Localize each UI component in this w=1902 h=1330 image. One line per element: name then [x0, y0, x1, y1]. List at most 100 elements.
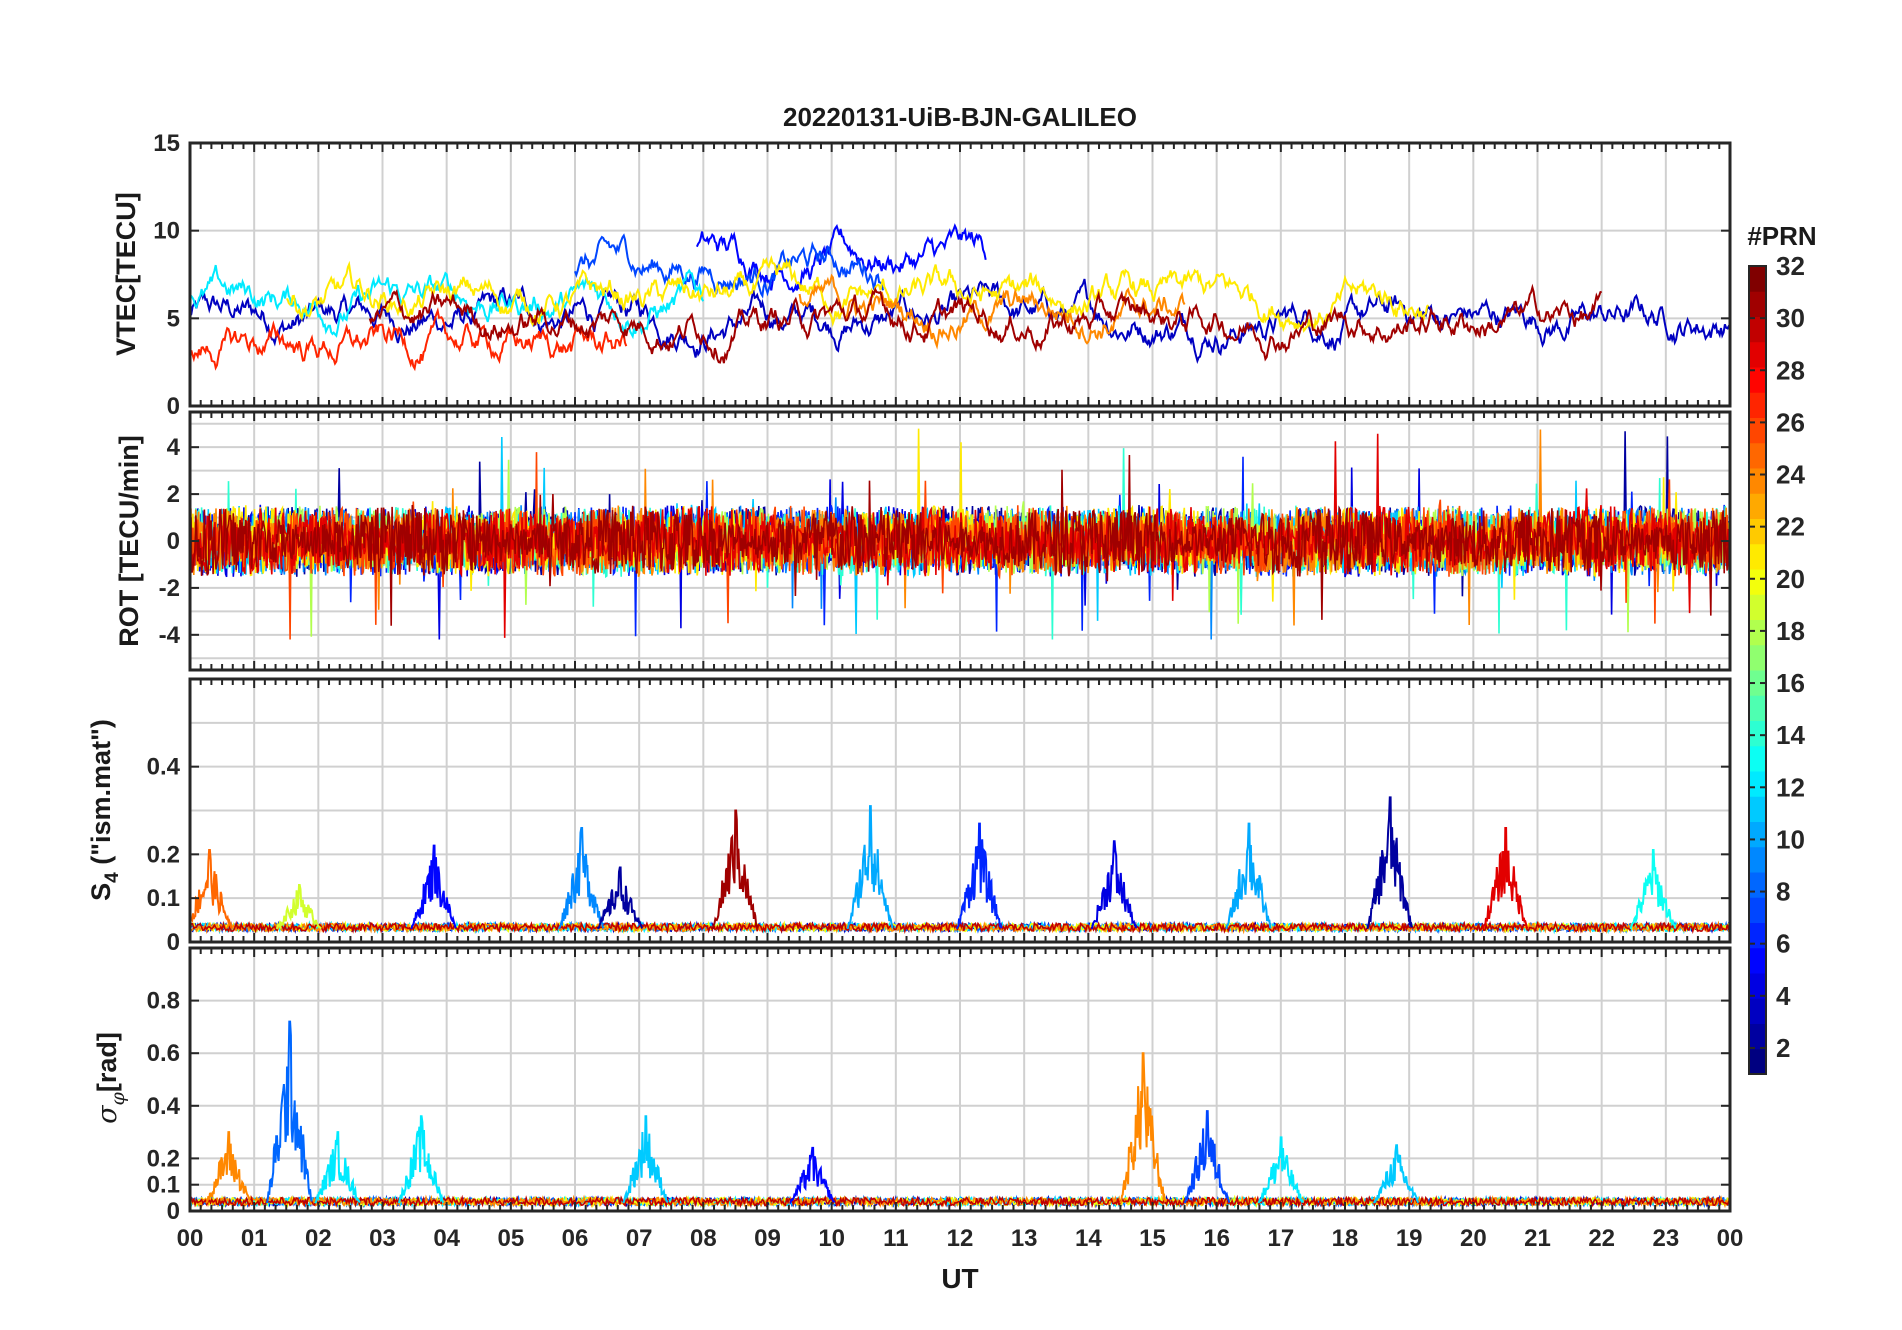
- colorbar-segment: [1749, 291, 1766, 317]
- x-tick-label: 10: [818, 1225, 845, 1252]
- colorbar-tick-label: 10: [1776, 824, 1805, 854]
- y-tick-label: 0: [167, 528, 180, 555]
- y-tick-label: 10: [153, 218, 180, 245]
- y-tick-label: 15: [153, 130, 180, 157]
- sigma_phi-burst-prn-11: [1372, 1144, 1420, 1204]
- colorbar-segment: [1749, 266, 1766, 292]
- sigma-phi-panel: 00.10.2 0.4 0.6 0.8: [147, 946, 1732, 1225]
- s4-burst-prn-2: [596, 866, 644, 930]
- y-tick-label: 0.1: [147, 885, 180, 912]
- colorbar-segment: [1749, 796, 1766, 822]
- colorbar-segment: [1749, 846, 1766, 873]
- colorbar-segment: [1749, 670, 1766, 696]
- colorbar-segment: [1749, 872, 1766, 898]
- vtec-series-prn-7: [574, 233, 884, 299]
- x-tick-label: 12: [947, 1225, 974, 1252]
- s4-baseline-prn-30: [190, 920, 1730, 935]
- x-tick-label: 14: [1075, 1225, 1102, 1252]
- x-tick-label: 16: [1203, 1225, 1230, 1252]
- sigma-phi-ylabel: σφ[rad]: [92, 1032, 129, 1124]
- colorbar-segment: [1749, 998, 1766, 1024]
- colorbar-segment: [1749, 367, 1766, 393]
- vtec-series-prn-21: [286, 255, 1430, 333]
- colorbar-tick-label: 30: [1776, 303, 1805, 333]
- vtec-ylabel: VTEC[TECU]: [111, 192, 141, 356]
- colorbar-segment: [1749, 695, 1766, 721]
- y-tick-label: 2: [167, 481, 180, 508]
- colorbar-segment: [1749, 821, 1766, 848]
- y-tick-label: 0: [167, 393, 180, 420]
- rot-series-prn-31: [190, 454, 1730, 626]
- colorbar-segment: [1749, 745, 1766, 772]
- y-tick-label: 0.2: [147, 1145, 180, 1172]
- colorbar-segment: [1749, 392, 1766, 418]
- s4-burst-prn-19: [275, 884, 322, 930]
- s4-burst-prn-25: [190, 849, 233, 929]
- colorbar-tick-label: 14: [1776, 720, 1805, 750]
- x-tick-label: 23: [1652, 1225, 1679, 1252]
- x-tick-label: 07: [626, 1225, 653, 1252]
- y-tick-label: 0.2: [147, 841, 180, 868]
- x-tick-label: 18: [1332, 1225, 1359, 1252]
- vtec-series-prn-27: [190, 307, 628, 372]
- colorbar-segment: [1749, 644, 1766, 671]
- s4-burst-prn-10: [846, 805, 894, 930]
- x-tick-label: 05: [497, 1225, 524, 1252]
- colorbar-segment: [1749, 720, 1766, 747]
- sigma_phi-burst-prn-7: [1183, 1110, 1231, 1204]
- colorbar-tick-label: 32: [1776, 251, 1805, 281]
- sigma_phi-burst-prn-24: [205, 1131, 252, 1204]
- y-tick-label: -2: [159, 575, 180, 602]
- colorbar-segment: [1749, 569, 1766, 595]
- sigma_phi-burst-prn-24: [1119, 1052, 1167, 1204]
- x-axis-label: UT: [941, 1263, 978, 1294]
- colorbar-tick-label: 18: [1776, 616, 1805, 646]
- x-tick-label: 04: [433, 1225, 460, 1252]
- colorbar-segment: [1749, 973, 1766, 999]
- colorbar-segment: [1749, 442, 1766, 469]
- x-tick-label: 17: [1267, 1225, 1294, 1252]
- colorbar-tick-label: 22: [1776, 512, 1805, 542]
- x-tick-labels: 00 01 02 03 04 05 06 07 08 09 10 11 12 13 14 15 16 17 18 19…: [177, 1225, 1744, 1252]
- x-tick-label: 06: [562, 1225, 589, 1252]
- x-tick-label: 19: [1396, 1225, 1423, 1252]
- x-tick-label: 21: [1524, 1225, 1551, 1252]
- s4-burst-prn-6: [955, 822, 1003, 930]
- colorbar-tick-label: 4: [1776, 981, 1791, 1011]
- colorbar-segment: [1749, 594, 1766, 620]
- colorbar-segment: [1749, 543, 1766, 570]
- vtec-panel: 0 5 10 15: [153, 130, 1732, 420]
- y-tick-label: 0.4: [147, 754, 181, 781]
- colorbar-segment: [1749, 518, 1766, 545]
- y-tick-label: 5: [167, 305, 180, 332]
- colorbar-segment: [1749, 341, 1766, 368]
- s4-burst-prn-13: [1629, 849, 1677, 930]
- x-tick-label: 09: [754, 1225, 781, 1252]
- colorbar-title: #PRN: [1747, 221, 1816, 251]
- colorbar-tick-label: 12: [1776, 772, 1805, 802]
- colorbar-segment: [1749, 771, 1766, 797]
- colorbar-segment: [1749, 947, 1766, 974]
- colorbar-segment: [1749, 1048, 1766, 1075]
- colorbar-segment: [1749, 1023, 1766, 1050]
- s4-burst-prn-31: [712, 809, 759, 929]
- colorbar-tick-label: 28: [1776, 355, 1805, 385]
- x-tick-label: 20: [1460, 1225, 1487, 1252]
- s4-burst-prn-9: [558, 827, 605, 930]
- x-tick-label: 00: [177, 1225, 204, 1252]
- x-tick-label: 03: [369, 1225, 396, 1252]
- sigma_phi-baseline-prn-30: [190, 1194, 1730, 1209]
- s4-panel: 0 0.1 0.2 0.4: [147, 677, 1732, 956]
- x-tick-label: 11: [883, 1225, 908, 1252]
- chart-title: 20220131-UiB-BJN-GALILEO: [783, 102, 1137, 132]
- y-tick-label: 4: [167, 434, 181, 461]
- x-tick-label: 22: [1588, 1225, 1615, 1252]
- y-tick-label: 0: [167, 1198, 180, 1225]
- vtec-series-prn-31: [368, 283, 1602, 364]
- colorbar-segment: [1749, 493, 1766, 519]
- colorbar-segment: [1749, 417, 1766, 444]
- s4-burst-prn-4: [1090, 840, 1138, 930]
- x-tick-label: 08: [690, 1225, 717, 1252]
- x-tick-label: 13: [1011, 1225, 1038, 1252]
